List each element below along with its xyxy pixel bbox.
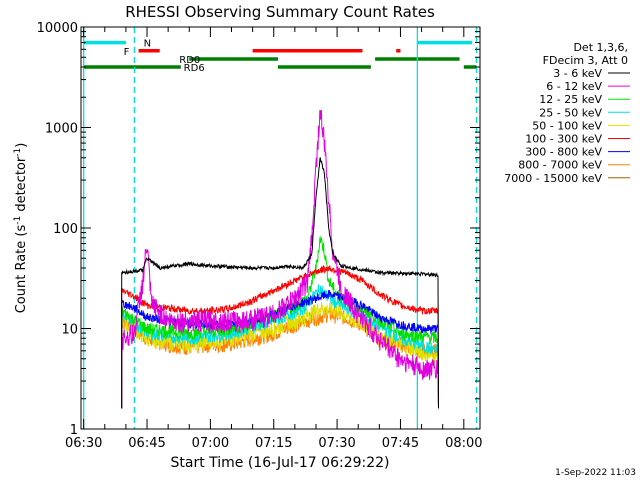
y-tick-label: 1000 — [45, 122, 78, 137]
legend-header: FDecim 3, Att 0 — [543, 54, 628, 67]
x-tick-label: 07:30 — [318, 436, 355, 451]
data-series — [121, 109, 439, 409]
y-axis-label: Count Rate (s-1 detector-1) — [13, 143, 29, 314]
flag-label: RD6 — [184, 63, 205, 74]
y-axis: 1 10 100 1000 10000 — [37, 21, 480, 438]
x-tick-label: 06:30 — [65, 436, 102, 451]
legend-entry-label: 25 - 50 keV — [539, 106, 602, 119]
x-tick-label: 08:00 — [445, 436, 482, 451]
y-tick-label: 10 — [61, 323, 78, 338]
x-tick-label: 07:00 — [192, 436, 229, 451]
y-axis-label-mid: detector — [14, 156, 29, 216]
legend-entry-label: 100 - 300 keV — [525, 133, 602, 146]
legend-entry-label: 800 - 7000 keV — [518, 159, 602, 172]
series-line — [121, 109, 439, 409]
x-axis-label: Start Time (16-Jul-17 06:29:22) — [170, 455, 389, 471]
flag-label: N — [144, 39, 151, 50]
y-axis-label-sup2: -1 — [13, 148, 23, 157]
legend-entry-label: 50 - 100 keV — [532, 119, 602, 132]
series-line — [121, 157, 439, 409]
y-tick-label: 100 — [53, 222, 78, 237]
y-axis-label-main: Count Rate (s — [14, 225, 29, 314]
date-stamp: 1-Sep-2022 11:03 — [555, 468, 636, 478]
flag-label: RD0 — [179, 55, 200, 66]
y-tick-label: 10000 — [37, 21, 78, 36]
x-axis: 06:30 06:45 07:00 07:15 07:30 07:45 08:00 — [65, 27, 483, 451]
series-line — [121, 264, 439, 409]
legend-entry-label: 12 - 25 keV — [539, 93, 602, 106]
chart-title: RHESSI Observing Summary Count Rates — [125, 3, 435, 21]
legend-entry-label: 7000 - 15000 keV — [504, 172, 602, 185]
y-axis-label-sup1: -1 — [13, 216, 23, 225]
legend-entry-label: 3 - 6 keV — [553, 67, 602, 80]
y-tick-label: 1 — [70, 423, 78, 438]
x-tick-label: 07:15 — [255, 436, 292, 451]
y-axis-label-end: ) — [14, 143, 29, 148]
flag-label: F — [124, 47, 130, 58]
x-tick-label: 06:45 — [128, 436, 165, 451]
legend-header: Det 1,3,6, — [573, 41, 628, 54]
legend-entry-label: 300 - 800 keV — [525, 146, 602, 159]
x-tick-label: 07:45 — [382, 436, 419, 451]
legend-entry-label: 6 - 12 keV — [546, 80, 602, 93]
